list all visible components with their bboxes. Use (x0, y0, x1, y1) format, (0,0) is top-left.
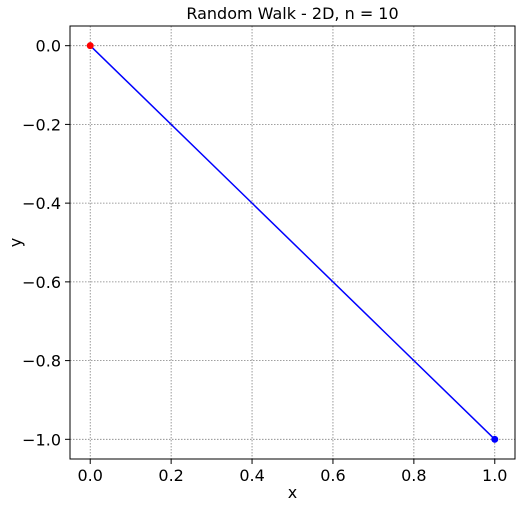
x-tick-label: 1.0 (482, 466, 507, 485)
plot-area (86, 42, 499, 443)
axes-frame (69, 25, 516, 460)
x-tick-label: 0.6 (320, 466, 345, 485)
x-tick-label: 0.0 (78, 466, 103, 485)
y-tick-label: −0.4 (22, 194, 61, 213)
chart-title: Random Walk - 2D, n = 10 (186, 4, 398, 23)
grid (70, 26, 515, 459)
start-point-marker (86, 42, 94, 50)
end-point-marker (491, 435, 499, 443)
x-tick-label: 0.4 (239, 466, 264, 485)
x-tick-label: 0.2 (158, 466, 183, 485)
y-tick-label: −0.8 (22, 352, 61, 371)
x-axis-label: x (288, 483, 297, 502)
y-tick-label: 0.0 (36, 37, 61, 56)
y-axis-label: y (6, 238, 25, 247)
y-tick-label: −1.0 (22, 430, 61, 449)
y-tick-label: −0.6 (22, 273, 61, 292)
walk-path-line (89, 45, 496, 440)
x-tick-label: 0.8 (401, 466, 426, 485)
y-tick-label: −0.2 (22, 115, 61, 134)
axis-ticks: 0.0 0.2 0.4 0.6 0.8 1.0 0.0 −0.2 −0.4 −0.6 −0.8 −1.… (22, 37, 507, 485)
